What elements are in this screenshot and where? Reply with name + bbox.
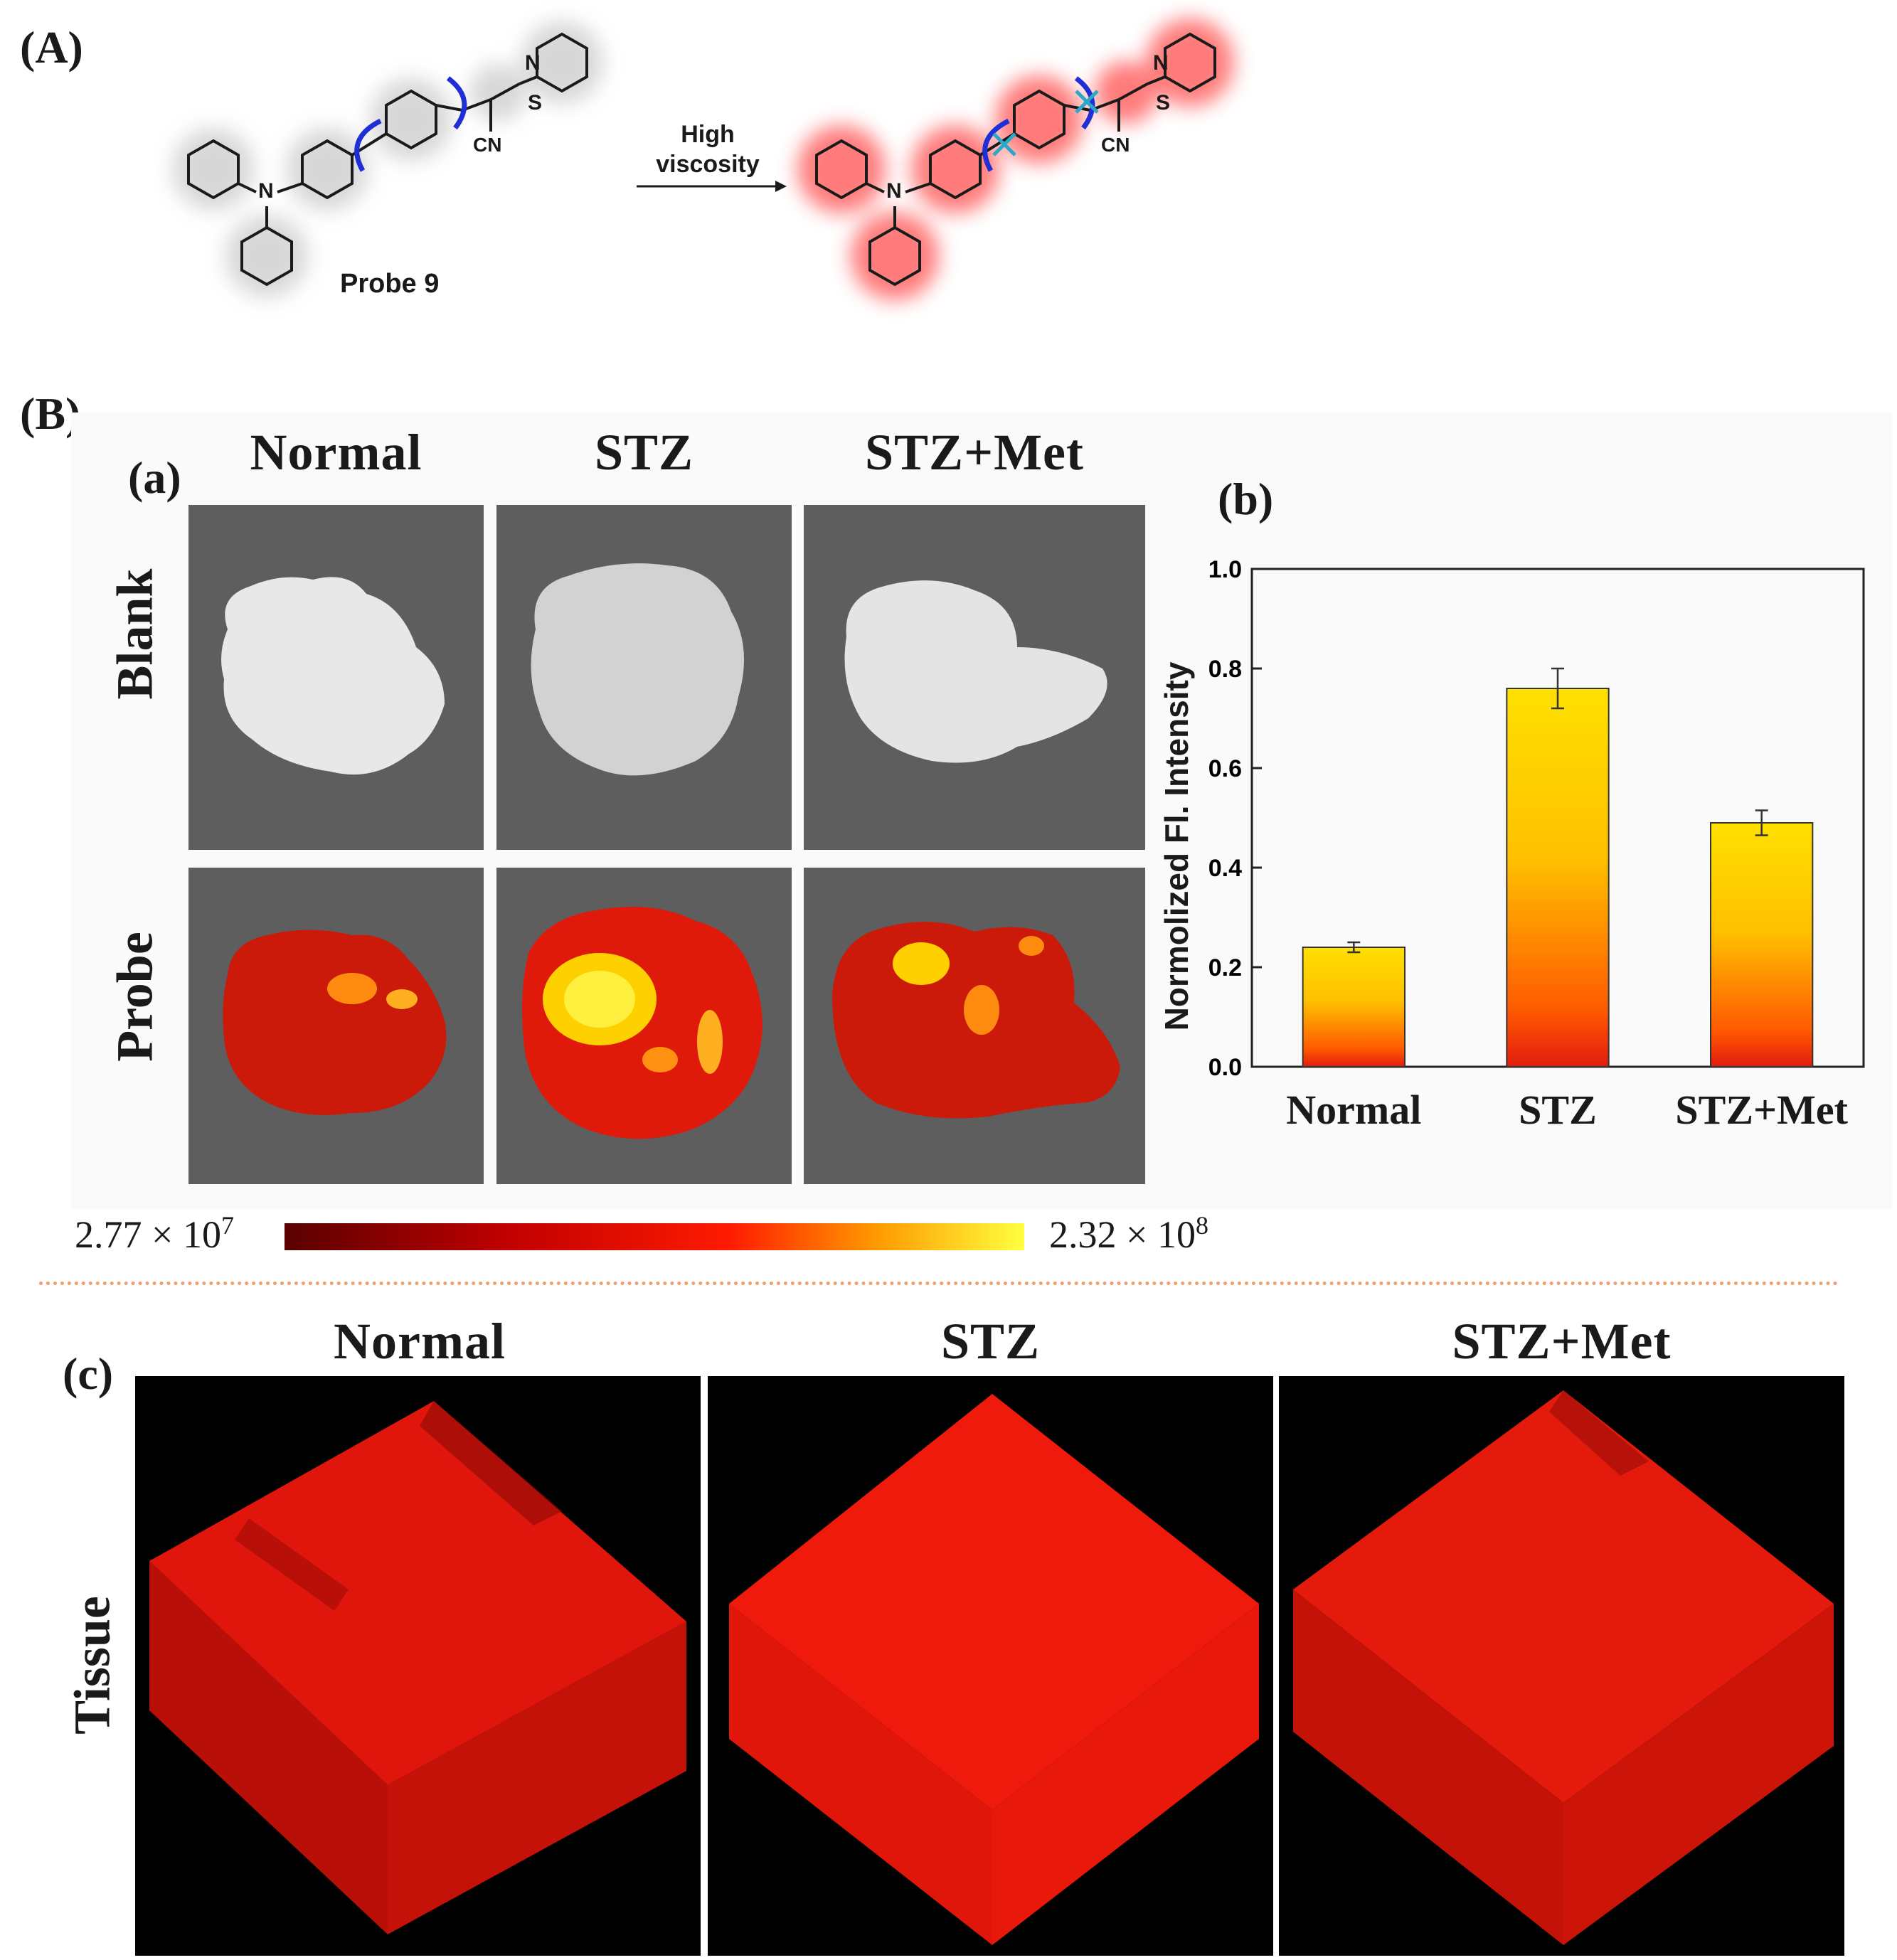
tissue-volume-front [1293, 1589, 1563, 1945]
tissue-col-normal: Normal [334, 1313, 506, 1370]
hotspot [697, 1010, 723, 1074]
tissue-volume-front [149, 1561, 388, 1934]
colorbar-min-mantissa: 2.77 × 10 [75, 1213, 221, 1256]
bar-stz [1506, 688, 1610, 1067]
hotspot [386, 989, 418, 1009]
tissue-col-stz-met: STZ+Met [1452, 1313, 1672, 1370]
arrow-condition-line2: viscosity [656, 151, 760, 178]
tissue-volume-side [388, 1621, 686, 1934]
col-head-stz-met: STZ+Met [864, 424, 1084, 481]
reaction-arrowhead [775, 181, 787, 192]
hotspot [642, 1047, 678, 1072]
atom-n-left: N [258, 179, 274, 203]
tissue-volume-side [1563, 1604, 1834, 1945]
fl-intensity-chart: Normolized Fl. Intensity 0.0 0.2 0.4 0.6 0.8… [1158, 556, 1865, 1133]
liver-blank-stz-met [844, 580, 1107, 763]
tile-probe-stz-met [804, 868, 1145, 1184]
tissue-volume-top [149, 1401, 686, 1785]
hotspot [1019, 936, 1044, 956]
x-category-label: Normal [1286, 1087, 1421, 1133]
tile-probe-normal [188, 868, 484, 1184]
probe-glow-left [172, 21, 603, 297]
sub-b-label: (b) [1218, 474, 1274, 524]
y-tick-label: 0.4 [1208, 855, 1242, 882]
chart-ylabel: Normolized Fl. Intensity [1158, 661, 1195, 1030]
tissue-volume-front [729, 1604, 992, 1945]
bar-normal [1302, 947, 1406, 1067]
arrow-condition: High viscosity [640, 119, 775, 179]
y-tick-label: 1.0 [1208, 556, 1242, 583]
tile-blank-stz [496, 505, 792, 850]
tissue-3d-normal [135, 1376, 701, 1956]
x-category-label: STZ [1519, 1087, 1597, 1133]
blocked-rotation-marks [992, 90, 1099, 156]
tile-probe-stz [496, 868, 792, 1184]
atom-cn-left: CN [473, 134, 502, 156]
atom-s-right: S [1156, 91, 1171, 114]
rotation-arrows-left [354, 76, 467, 172]
colorbar-min-exp: 7 [220, 1211, 234, 1240]
hotspot [964, 985, 999, 1035]
section-divider [39, 1282, 1839, 1285]
atom-n-thiazole-left: N [525, 51, 541, 75]
atom-s-left: S [528, 91, 543, 114]
row-head-probe: Probe [106, 932, 164, 1062]
sub-a-label: (a) [128, 452, 181, 503]
row-head-blank: Blank [106, 568, 164, 700]
hotspot [327, 973, 377, 1004]
error-bar [1551, 667, 1564, 710]
hotspot [893, 942, 950, 985]
liver-probe-normal [223, 930, 447, 1115]
rotation-arrows-right [982, 76, 1095, 172]
tissue-volume-top [1293, 1390, 1834, 1803]
tissue-volume-side [992, 1604, 1259, 1945]
liver-blank-normal [221, 577, 445, 775]
arrow-condition-line1: High [681, 121, 735, 148]
tile-blank-normal [188, 505, 484, 850]
probe-scheme [172, 18, 1234, 300]
colorbar-max: 2.32 × 108 [1049, 1210, 1208, 1257]
y-tick-label: 0.8 [1208, 656, 1242, 683]
panel-a-label: (A) [20, 22, 83, 73]
atom-cn-right: CN [1101, 134, 1130, 156]
panel-b-label: (B) [20, 388, 81, 439]
tissue-volume-top [729, 1394, 1259, 1810]
probe9-molecule [187, 32, 588, 287]
sub-c-label: (c) [63, 1348, 114, 1399]
y-tick-label: 0.0 [1208, 1054, 1242, 1081]
atom-n-right: N [886, 179, 902, 203]
tissue-col-stz: STZ [940, 1313, 1041, 1370]
error-bar [1347, 941, 1361, 954]
col-head-stz: STZ [594, 424, 694, 481]
tissue-shadow [420, 1401, 562, 1525]
row-head-tissue: Tissue [63, 1596, 121, 1735]
x-category-label: STZ+Met [1675, 1087, 1848, 1133]
hotspot [564, 971, 635, 1028]
y-tick-label: 0.2 [1208, 954, 1242, 981]
colorbar-max-mantissa: 2.32 × 10 [1049, 1213, 1196, 1256]
colorbar-max-exp: 8 [1195, 1211, 1208, 1240]
bar-stz-met [1710, 822, 1814, 1067]
probe9-bound-molecule [815, 32, 1216, 287]
colorbar [285, 1223, 1024, 1250]
y-tick-label: 0.6 [1208, 755, 1242, 782]
tissue-shadow [1549, 1390, 1649, 1476]
tile-blank-stz-met [804, 505, 1145, 850]
probe-name: Probe 9 [340, 269, 440, 299]
col-head-normal: Normal [250, 424, 423, 481]
tissue-shadow [235, 1518, 349, 1611]
liver-blank-stz [531, 563, 744, 776]
tissue-3d-stz [708, 1376, 1273, 1956]
tissue-3d-stz-met [1279, 1376, 1844, 1956]
colorbar-gradient [285, 1223, 1024, 1250]
error-bar [1755, 809, 1768, 836]
atom-n-thiazole-right: N [1153, 51, 1169, 75]
probe-glow-right [797, 18, 1234, 300]
colorbar-min: 2.77 × 107 [75, 1210, 234, 1257]
